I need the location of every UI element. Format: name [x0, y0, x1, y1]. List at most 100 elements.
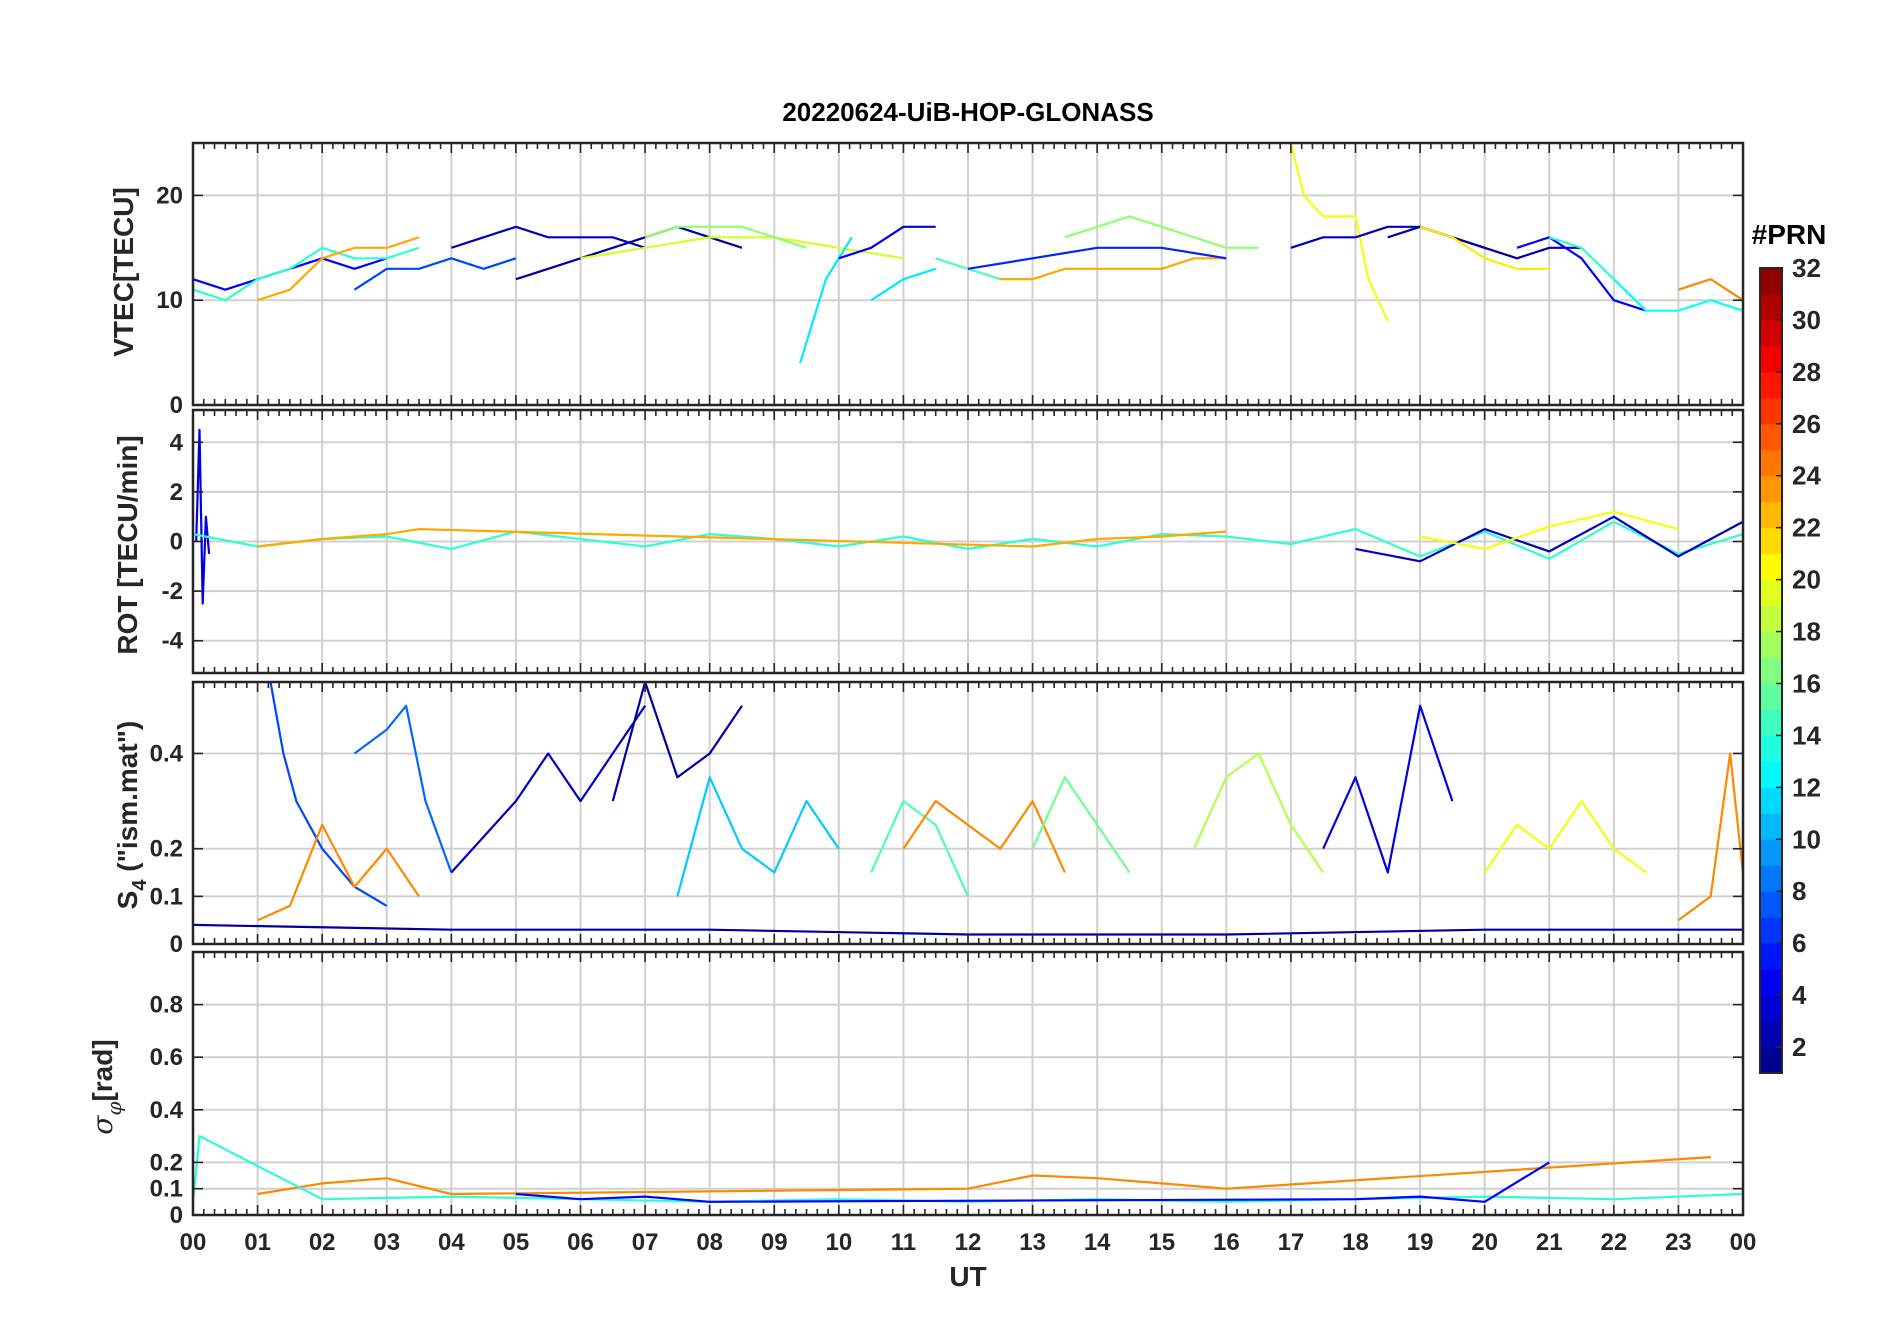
colorbar-segment [1760, 449, 1782, 477]
series-line-prn-14 [193, 520, 1743, 561]
series-line-prn-17 [644, 225, 807, 249]
x-tick-label: 20 [1471, 1229, 1498, 1256]
series-line-prn-3 [450, 225, 646, 249]
colorbar-segment [1760, 995, 1782, 1022]
x-tick-label: 15 [1148, 1229, 1175, 1256]
x-tick-label: 05 [503, 1229, 530, 1256]
y-tick-label: 0 [170, 392, 183, 419]
series-group [193, 143, 1743, 364]
panels: 01020-4-202400.10.20.400.10.20.40.60.800… [150, 141, 1757, 1256]
series-line-prn-16 [1031, 776, 1131, 874]
colorbar-tick-label: 10 [1792, 824, 1821, 854]
colorbar-tick-label: 8 [1792, 876, 1806, 906]
colorbar-segment [1760, 813, 1782, 840]
series-line-prn-12 [870, 267, 937, 302]
series-line-prn-24 [1678, 278, 1743, 302]
series-line-prn-14 [193, 246, 420, 302]
series-line-prn-24 [1677, 752, 1743, 922]
colorbar-segment [1760, 527, 1782, 555]
y-tick-label: -4 [162, 628, 184, 655]
colorbar-segment [1760, 553, 1782, 581]
colorbar-segment [1760, 293, 1782, 321]
series-line-prn-4 [195, 428, 211, 605]
panel-4: 00.10.2 0.4 0.6 0.8 00 01 02 03 04 05 06 07 08 09 10 11… [150, 950, 1757, 1256]
y-tick-label: 10 [156, 287, 183, 314]
series-line-prn-24 [257, 823, 420, 922]
y-tick-label: 0.6 [150, 1044, 183, 1071]
y-tick-label: 0.2 [150, 836, 183, 863]
series-line-prn-3 [1355, 515, 1743, 563]
x-tick-label: 03 [373, 1229, 400, 1256]
series-group [193, 1134, 1743, 1203]
x-tick-label: 10 [825, 1229, 852, 1256]
series-line-prn-6 [967, 246, 1227, 270]
colorbar-tick-label: 16 [1792, 668, 1821, 698]
y-tick-label: 0 [170, 529, 183, 556]
sigma-axis-label: σφ[rad] [86, 1039, 126, 1134]
series-line-prn-2 [611, 682, 743, 802]
panel-3: 0 0.1 0.2 0.4 [150, 680, 1745, 958]
colorbar-segment [1760, 268, 1782, 295]
series-line-prn-21 [1419, 225, 1550, 270]
series-line-prn-20 [1419, 510, 1679, 551]
x-tick-label: 06 [567, 1229, 594, 1256]
sigma-axis-label-sub: φ [102, 1102, 126, 1116]
colorbar-segment [1760, 943, 1782, 970]
x-tick-label: 12 [955, 1229, 982, 1256]
x-tick-label: 07 [632, 1229, 659, 1256]
colorbar-segment [1760, 709, 1782, 736]
series-line-prn-5 [1516, 236, 1647, 312]
series-line-prn-11 [676, 776, 840, 897]
x-tick-label: 00 [180, 1229, 207, 1256]
colorbar-segment [1760, 683, 1782, 710]
series-line-prn-24 [257, 1156, 1711, 1196]
colorbar-segment [1760, 761, 1782, 788]
y-tick-label: 2 [170, 479, 183, 506]
colorbar-segment [1760, 1021, 1782, 1048]
sigma-axis-label-main: σ [86, 1115, 119, 1135]
series-line-prn-4 [1322, 704, 1454, 874]
series-line-prn-8 [353, 704, 453, 873]
colorbar-segment [1760, 475, 1782, 503]
y-tick-label: 20 [156, 182, 183, 209]
colorbar-tick-label: 2 [1792, 1032, 1806, 1062]
x-tick-label: 19 [1407, 1229, 1434, 1256]
y-tick-label: 0.1 [150, 1176, 183, 1203]
colorbar-tick-label: 24 [1792, 461, 1821, 491]
colorbar-segment [1760, 657, 1782, 684]
x-tick-label: 21 [1536, 1229, 1563, 1256]
colorbar-segment [1760, 891, 1782, 918]
x-tick-label: 04 [438, 1229, 465, 1256]
colorbar-tick-label: 32 [1792, 253, 1821, 283]
colorbar-tick-label: 22 [1792, 513, 1821, 543]
vtec-axis-label: VTEC[TECU] [108, 187, 139, 357]
series-line-prn-23 [257, 236, 420, 302]
series-group [193, 428, 1743, 605]
colorbar-tick-label: 30 [1792, 305, 1821, 335]
s4-axis-label-main: S [112, 891, 143, 910]
series-line-prn-20 [1483, 799, 1647, 874]
y-tick-label: 0 [170, 1202, 183, 1229]
colorbar-tick-label: 18 [1792, 617, 1821, 647]
x-tick-label: 00 [1730, 1229, 1757, 1256]
x-tick-label: 01 [244, 1229, 271, 1256]
x-tick-label: 02 [309, 1229, 336, 1256]
series-line-prn-7 [269, 682, 388, 907]
y-tick-label: 0.4 [150, 1097, 184, 1124]
series-line-prn-23 [257, 527, 1227, 548]
rot-axis-label: ROT [TECU/min] [112, 435, 143, 654]
colorbar-tick-label: 26 [1792, 409, 1821, 439]
colorbar-segment [1760, 605, 1782, 633]
colorbar-tick-label: 14 [1792, 720, 1821, 750]
x-tick-label: 09 [761, 1229, 788, 1256]
colorbar-tick-label: 20 [1792, 565, 1821, 595]
x-tick-label: 17 [1278, 1229, 1305, 1256]
colorbar-segment [1760, 917, 1782, 944]
series-line-prn-12 [799, 236, 853, 364]
colorbar-segment [1760, 865, 1782, 892]
colorbar-tick-label: 12 [1792, 772, 1821, 802]
s4-axis-label-sub: 4 [129, 879, 151, 891]
colorbar-segment [1760, 839, 1782, 866]
